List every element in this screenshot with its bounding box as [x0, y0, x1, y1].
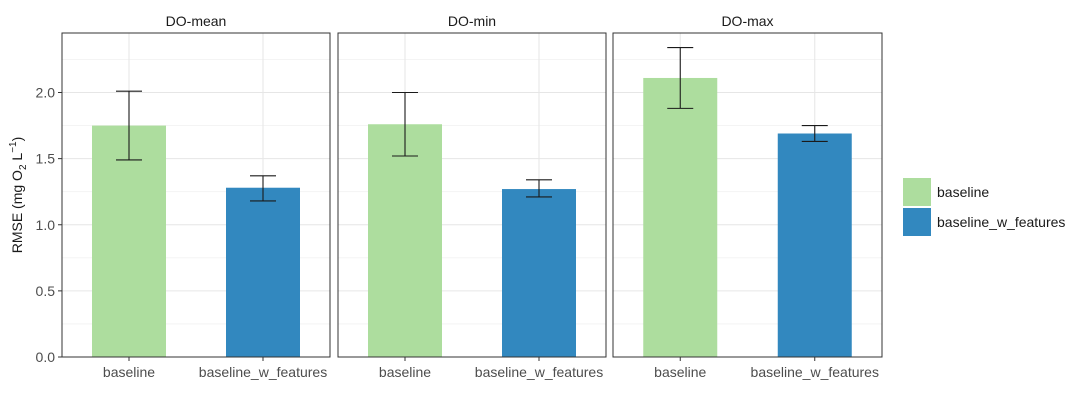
panel-title: DO-max	[721, 13, 773, 29]
bar-baseline_w_features	[226, 187, 300, 357]
bar-baseline	[368, 124, 442, 357]
error-bar	[526, 179, 552, 198]
panel-border	[612, 32, 883, 358]
x-tick-label: baseline	[103, 364, 155, 380]
y-tick-label: 2.0	[36, 85, 56, 101]
bar-baseline_w_features	[777, 133, 852, 357]
y-tick-label: 1.5	[36, 151, 56, 167]
y-tick-label: 0.5	[36, 283, 56, 299]
legend: baseline baseline_w_features	[903, 178, 1065, 236]
panel-do-max: DO-max baseline baseline_w_features	[612, 13, 883, 380]
error-bar	[250, 175, 276, 202]
panel-title: DO-mean	[166, 13, 227, 29]
panel-border	[61, 32, 331, 358]
legend-label: baseline	[937, 184, 989, 200]
x-tick-label: baseline_w_features	[199, 364, 327, 380]
legend-swatch	[903, 178, 931, 206]
y-axis-label: RMSE (mg O2 L−1)	[8, 137, 29, 254]
error-bar	[667, 46, 694, 109]
y-tick-label: 0.0	[36, 349, 56, 365]
x-tick-label: baseline_w_features	[751, 364, 879, 380]
error-bar	[116, 90, 142, 161]
panel-do-min: DO-min baseline baseline_w_features	[337, 13, 607, 380]
bar-baseline	[643, 77, 718, 358]
x-tick-label: baseline_w_features	[475, 364, 603, 380]
error-bar	[801, 125, 828, 142]
bar-baseline	[92, 125, 166, 357]
bar-baseline_w_features	[502, 189, 576, 357]
panel-title: DO-min	[448, 13, 496, 29]
x-tick-label: baseline	[654, 364, 706, 380]
legend-label: baseline_w_features	[937, 214, 1065, 230]
panel-do-mean: DO-mean baseline baseline_w_features	[61, 13, 331, 380]
y-tick-label: 1.0	[36, 217, 56, 233]
legend-swatch	[903, 208, 931, 236]
y-axis: 0.0 0.5 1.0 1.5 2.0	[36, 85, 62, 365]
panel-border	[337, 32, 607, 358]
error-bar	[392, 91, 418, 157]
legend-item-baseline_w_features: baseline_w_features	[903, 208, 1065, 236]
x-tick-label: baseline	[379, 364, 431, 380]
legend-item-baseline: baseline	[903, 178, 989, 206]
